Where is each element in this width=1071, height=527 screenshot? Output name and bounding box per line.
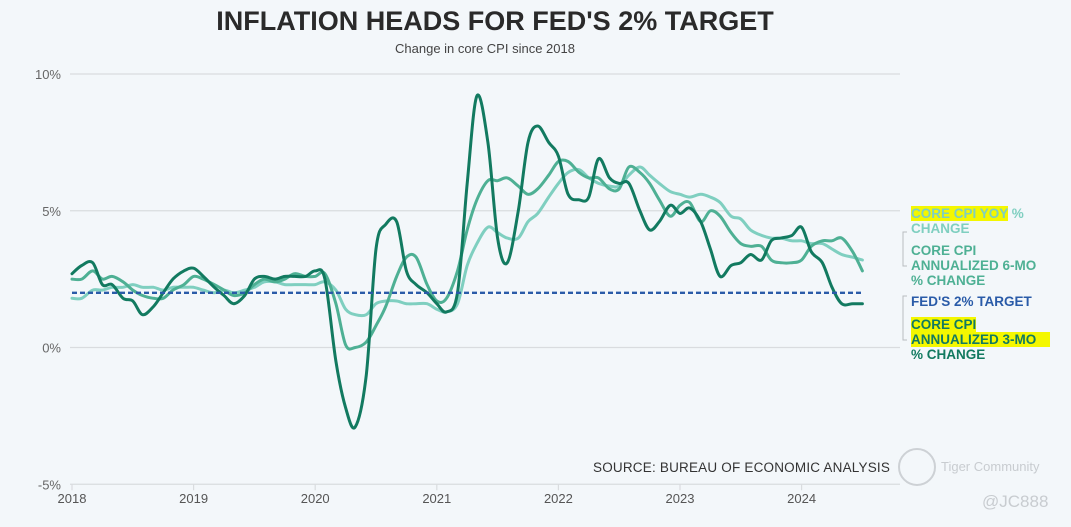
x-tick-label: 2020 [301,491,330,506]
watermark-brand: Tiger Community [941,459,1040,474]
legend-6mo: CORE CPI ANNUALIZED 6-MO % CHANGE [911,243,1036,288]
y-axis: 10% 5% 0% -5% [35,67,61,492]
source-note: SOURCE: BUREAU OF ECONOMIC ANALYSIS [593,460,891,475]
watermark-handle: @JC888 [982,492,1049,511]
legend-target: FED'S 2% TARGET [911,294,1032,309]
series-line-3mo [70,93,864,430]
legend-yoy-line1: CORE CPI YOY [911,206,1009,221]
legend-yoy: CORE CPI YOY % CHANGE [911,206,1024,236]
chart-subtitle: Change in core CPI since 2018 [395,41,575,56]
x-tick-label: 2018 [58,491,87,506]
legend-3mo-line1: CORE CPI [911,317,977,332]
series-lines [70,93,864,430]
legend-3mo-line3: % CHANGE [911,347,986,362]
x-tick-label: 2024 [787,491,816,506]
y-tick-label: -5% [38,477,62,492]
legend-3mo: CORE CPI ANNUALIZED 3-MO % CHANGE [911,317,1051,362]
series-line-yoy [70,165,864,318]
legend-3mo-line2: ANNUALIZED 3-MO [911,332,1051,347]
legend-bracket [902,231,907,267]
x-axis: 2018 2019 2020 2021 2022 2023 2024 [58,484,816,506]
x-tick-label: 2023 [666,491,695,506]
x-tick-label: 2022 [544,491,573,506]
x-tick-label: 2021 [422,491,451,506]
legend-6mo-line2: ANNUALIZED 6-MO [911,258,1037,273]
series-line-6mo [70,158,864,351]
gridlines [70,73,900,485]
legend-target-line1: FED'S 2% TARGET [911,294,1032,309]
x-tick-label: 2019 [179,491,208,506]
legend-6mo-line3: % CHANGE [911,273,986,288]
legend-connectors [902,231,907,341]
legend-yoy-line2: CHANGE [911,221,970,236]
legend-bracket [902,295,907,341]
legend-yoy-line1b: % [1008,206,1024,221]
chart-title: INFLATION HEADS FOR FED'S 2% TARGET [216,6,774,36]
y-tick-label: 0% [42,341,61,356]
tiger-logo-icon [898,448,936,486]
legend-6mo-line1: CORE CPI [911,243,977,258]
y-tick-label: 5% [42,204,61,219]
y-tick-label: 10% [35,67,61,82]
